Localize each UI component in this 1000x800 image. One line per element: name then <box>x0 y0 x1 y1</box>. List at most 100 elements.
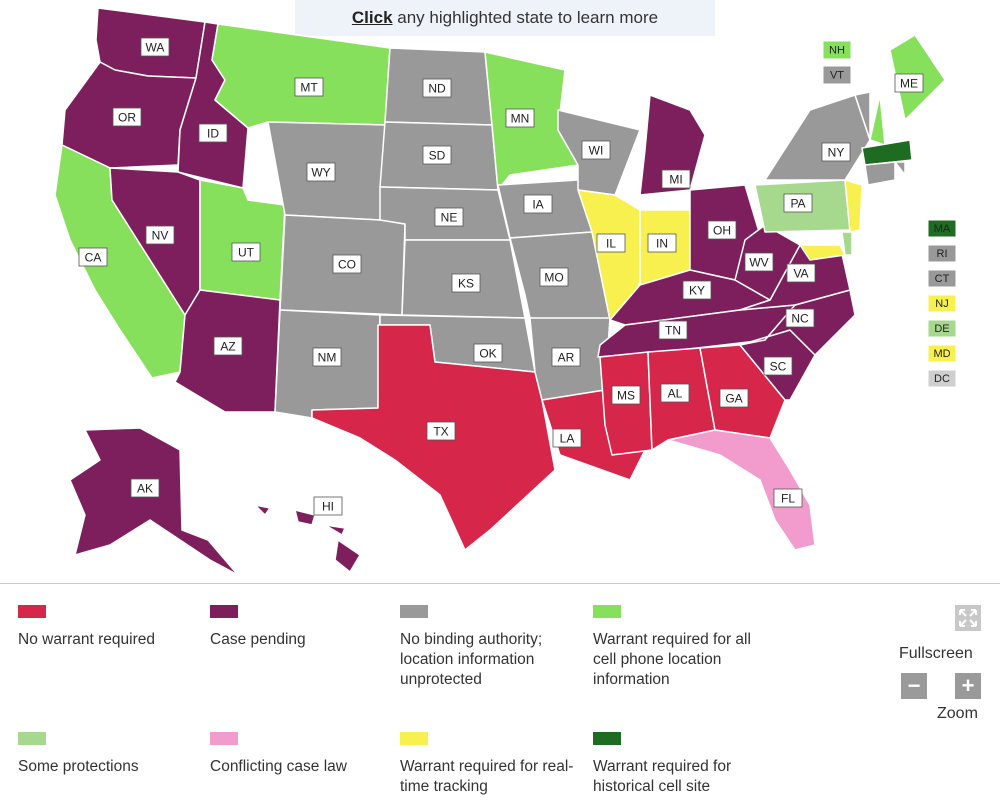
side-label-nj[interactable]: NJ <box>927 294 957 313</box>
svg-text:WY: WY <box>311 166 330 180</box>
svg-text:PA: PA <box>790 197 805 211</box>
svg-text:IA: IA <box>532 198 543 212</box>
state-label-ar: AR <box>551 347 581 367</box>
banner-text: any highlighted state to learn more <box>392 8 659 27</box>
state-label-oh: OH <box>707 220 737 240</box>
svg-text:KS: KS <box>458 277 474 291</box>
state-label-nv: NV <box>145 225 175 245</box>
legend-item-case-pending: Case pending <box>210 605 390 650</box>
legend-label: Warrant required for all cell phone loca… <box>593 631 751 688</box>
svg-text:UT: UT <box>238 246 255 260</box>
side-label-dc[interactable]: DC <box>927 369 957 388</box>
state-label-tn: TN <box>658 320 688 340</box>
legend-label: Warrant required for real-time tracking <box>400 758 574 795</box>
state-label-mo: MO <box>539 267 569 287</box>
state-ma[interactable] <box>861 139 913 166</box>
side-label-vt[interactable]: VT <box>822 65 852 85</box>
expand-arrows-icon[interactable] <box>955 605 981 631</box>
svg-text:MS: MS <box>617 389 635 403</box>
state-label-pa: PA <box>783 193 813 213</box>
state-label-nm: NM <box>312 347 342 367</box>
legend-item-some-protections: Some protections <box>18 732 198 777</box>
state-label-tx: TX <box>426 421 456 441</box>
state-fl[interactable] <box>667 429 816 551</box>
side-label-md[interactable]: MD <box>927 344 957 363</box>
us-map: WA OR CA ID NV UT AZ MT WY CO NM ND SD NE KS OK TX MN IA MO… <box>54 7 957 576</box>
svg-text:WV: WV <box>749 256 768 270</box>
state-label-sc: SC <box>763 356 793 376</box>
state-hi[interactable] <box>254 504 361 573</box>
svg-text:DC: DC <box>934 373 950 385</box>
svg-text:AL: AL <box>668 387 683 401</box>
legend-item-no-warrant: No warrant required <box>18 605 198 650</box>
svg-text:OK: OK <box>479 347 496 361</box>
side-label-ma[interactable]: MA <box>927 219 957 238</box>
state-ny[interactable] <box>764 94 871 181</box>
state-label-in: IN <box>647 233 677 253</box>
state-ri[interactable] <box>894 161 906 176</box>
state-label-ga: GA <box>719 388 749 408</box>
svg-text:MA: MA <box>934 223 951 235</box>
state-label-nd: ND <box>422 78 452 98</box>
legend-label: No warrant required <box>18 631 155 648</box>
state-label-ne: NE <box>434 207 464 227</box>
svg-text:OH: OH <box>713 224 731 238</box>
state-ak[interactable] <box>69 427 239 576</box>
svg-text:SD: SD <box>429 149 446 163</box>
svg-text:MI: MI <box>669 173 682 187</box>
state-label-mn: MN <box>505 108 535 128</box>
svg-text:AR: AR <box>558 351 575 365</box>
legend-item-historical: Warrant required for historical cell sit… <box>593 732 773 797</box>
svg-text:VT: VT <box>830 70 844 82</box>
state-vt[interactable] <box>854 91 871 141</box>
svg-text:DE: DE <box>934 323 949 335</box>
state-label-id: ID <box>198 123 228 143</box>
state-label-ok: OK <box>473 343 503 363</box>
state-label-ia: IA <box>523 194 553 214</box>
legend-swatch <box>18 732 46 745</box>
state-ut[interactable] <box>199 179 286 301</box>
zoom-label: Zoom <box>937 705 978 722</box>
svg-text:MD: MD <box>933 348 950 360</box>
state-label-wi: WI <box>581 140 611 160</box>
svg-text:ID: ID <box>207 127 219 141</box>
legend-item-warrant-all: Warrant required for all cell phone loca… <box>593 605 773 690</box>
svg-text:TX: TX <box>433 425 448 439</box>
state-label-hi: HI <box>313 496 343 516</box>
state-label-wy: WY <box>306 162 336 182</box>
state-md[interactable] <box>799 244 846 261</box>
zoom-out-button[interactable]: − <box>901 673 927 699</box>
svg-text:CO: CO <box>338 258 356 272</box>
svg-text:NJ: NJ <box>935 298 948 310</box>
legend-item-no-binding: No binding authority; location informati… <box>400 605 580 690</box>
svg-text:WI: WI <box>589 144 604 158</box>
state-nj[interactable] <box>844 179 863 233</box>
instruction-banner: Click any highlighted state to learn mor… <box>295 0 715 36</box>
legend-swatch <box>18 605 46 618</box>
svg-text:ME: ME <box>900 77 918 91</box>
side-label-de[interactable]: DE <box>927 319 957 338</box>
state-nh[interactable] <box>869 94 886 146</box>
state-label-ak: AK <box>130 478 160 498</box>
svg-text:AK: AK <box>137 482 153 496</box>
fullscreen-label: Fullscreen <box>899 645 973 662</box>
svg-text:NY: NY <box>828 146 845 160</box>
state-label-la: LA <box>552 428 582 448</box>
zoom-in-button[interactable]: + <box>955 673 981 699</box>
svg-text:NC: NC <box>791 312 809 326</box>
state-label-ky: KY <box>682 280 712 300</box>
legend-label: Case pending <box>210 631 306 648</box>
state-label-ny: NY <box>821 142 851 162</box>
state-de[interactable] <box>841 231 853 256</box>
state-label-nc: NC <box>785 308 815 328</box>
side-label-ct[interactable]: CT <box>927 269 957 288</box>
state-mt[interactable] <box>211 23 391 129</box>
svg-text:NH: NH <box>829 45 845 57</box>
svg-text:MN: MN <box>511 112 530 126</box>
svg-text:OR: OR <box>118 111 136 125</box>
svg-text:SC: SC <box>770 360 787 374</box>
state-ct[interactable] <box>864 161 896 186</box>
svg-text:MT: MT <box>300 81 318 95</box>
side-label-nh[interactable]: NH <box>822 40 852 60</box>
side-label-ri[interactable]: RI <box>927 244 957 263</box>
